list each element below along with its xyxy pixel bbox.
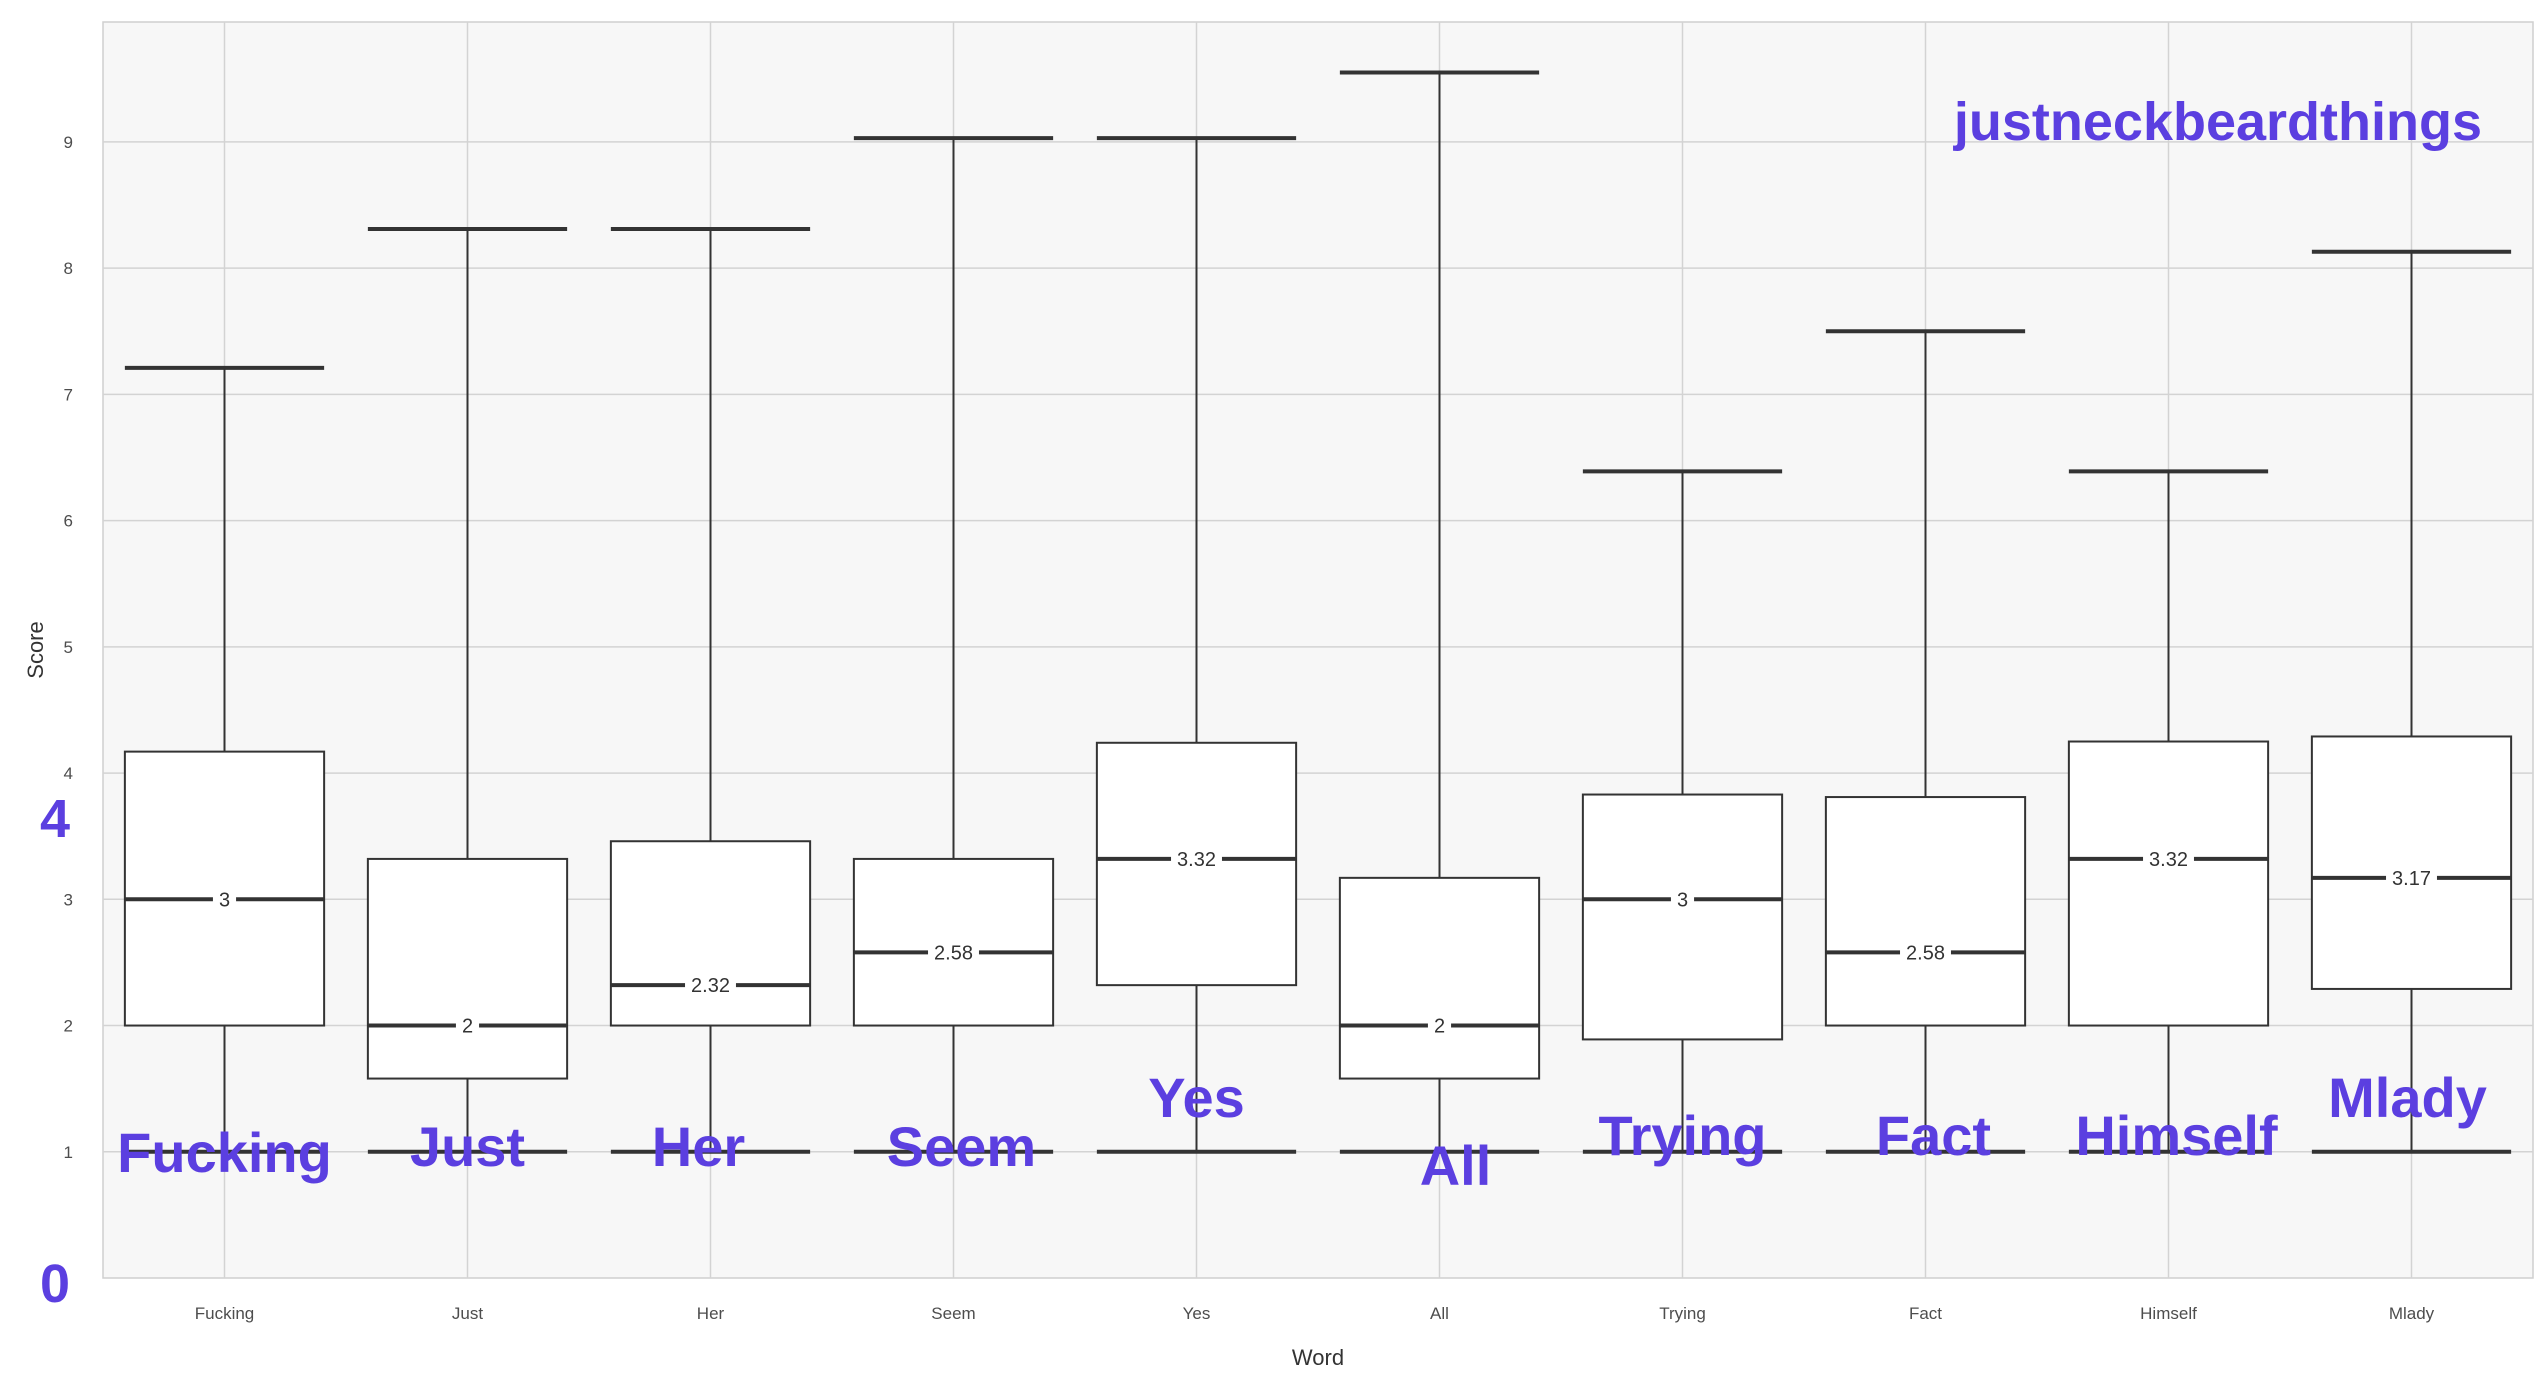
x-tick-label: Himself — [2140, 1304, 2197, 1323]
box-her: 2.32 — [609, 227, 812, 1154]
y-tick-label: 8 — [64, 259, 73, 278]
overlay-word-himself: Himself — [2075, 1104, 2278, 1167]
big-tick-label-4: 4 — [40, 789, 70, 849]
median-label-bg — [1171, 847, 1222, 872]
overlay-word-all: All — [1420, 1134, 1492, 1197]
median-label-bg — [1427, 1014, 1452, 1039]
x-tick-label: Seem — [931, 1304, 975, 1323]
box-yes: 3.32 — [1095, 136, 1298, 1154]
median-label: 2 — [1434, 1016, 1445, 1038]
overlay-word-seem: Seem — [887, 1115, 1036, 1178]
median-label: 3.32 — [2149, 849, 2188, 871]
iqr-box — [123, 750, 326, 1027]
y-tick-labels: 1 2 3 4 5 6 7 8 9 — [64, 133, 73, 1162]
overlay-word-trying: Trying — [1598, 1104, 1766, 1167]
box-himself: 3.32 — [2067, 469, 2270, 1154]
median-label-bg — [455, 1014, 480, 1039]
median-label-bg — [1900, 941, 1951, 966]
x-tick-label: Yes — [1183, 1304, 1211, 1323]
median-label-bg — [928, 941, 979, 966]
median-label: 3.17 — [2392, 868, 2431, 890]
median-label: 3 — [219, 889, 230, 911]
median-label-bg — [1670, 888, 1695, 913]
overlay-word-mlady: Mlady — [2328, 1066, 2487, 1129]
iqr-box — [366, 857, 569, 1080]
subreddit-tag: justneckbeardthings — [1953, 92, 2482, 152]
overlay-word-her: Her — [652, 1115, 745, 1178]
x-axis-title: Word — [1292, 1345, 1344, 1370]
median-label-bg — [2386, 866, 2437, 891]
box-just: 2 — [366, 227, 569, 1154]
box-fucking: 3 — [123, 365, 326, 1154]
y-tick-label: 6 — [64, 512, 73, 531]
overlay-word-yes: Yes — [1148, 1066, 1245, 1129]
y-tick-label: 9 — [64, 133, 73, 152]
box-trying: 3 — [1581, 469, 1784, 1154]
median-label: 2.58 — [934, 942, 973, 964]
median-label-bg — [2143, 847, 2194, 872]
x-tick-label: All — [1430, 1304, 1449, 1323]
y-tick-label: 7 — [64, 385, 73, 404]
box-mlady: 3.17 — [2310, 249, 2513, 1154]
median-label: 2.58 — [1906, 942, 1945, 964]
big-tick-label-0: 0 — [40, 1254, 70, 1314]
x-tick-label: Her — [697, 1304, 725, 1323]
x-tick-label: Fucking — [195, 1304, 255, 1323]
overlay-word-fucking: Fucking — [117, 1121, 332, 1184]
iqr-box — [2067, 740, 2270, 1027]
x-tick-labels: Fucking Just Her Seem Yes All Trying Fact Himsel… — [195, 1304, 2435, 1323]
boxes: 3 2 2.32 2.58 3.32 2 3 2.58 3.32 3.17 Fucking Just H… — [117, 70, 2513, 1197]
iqr-box — [1338, 876, 1541, 1080]
box-seem: 2.58 — [852, 136, 1055, 1154]
y-tick-label: 2 — [64, 1017, 73, 1036]
median-label-bg — [212, 888, 237, 913]
x-tick-label: Fact — [1909, 1304, 1942, 1323]
x-tick-label: Mlady — [2389, 1304, 2435, 1323]
median-label: 2.32 — [691, 975, 730, 997]
median-label-bg — [685, 974, 736, 999]
y-tick-label: 3 — [64, 890, 73, 909]
iqr-box — [1581, 793, 1784, 1041]
iqr-box — [1824, 796, 2027, 1027]
y-axis-title: Score — [23, 621, 48, 678]
y-tick-label: 5 — [64, 638, 73, 657]
y-tick-label: 4 — [64, 764, 73, 783]
x-tick-label: Trying — [1659, 1304, 1706, 1323]
median-label: 3 — [1677, 889, 1688, 911]
overlay-word-just: Just — [410, 1115, 525, 1178]
overlay-word-fact: Fact — [1876, 1104, 1991, 1167]
box-fact: 2.58 — [1824, 329, 2027, 1154]
box-all: 2 — [1338, 70, 1541, 1154]
x-tick-label: Just — [452, 1304, 483, 1323]
median-label: 3.32 — [1177, 849, 1216, 871]
iqr-box — [609, 840, 812, 1027]
y-tick-label: 1 — [64, 1143, 73, 1162]
iqr-box — [2310, 735, 2513, 990]
median-label: 2 — [462, 1016, 473, 1038]
